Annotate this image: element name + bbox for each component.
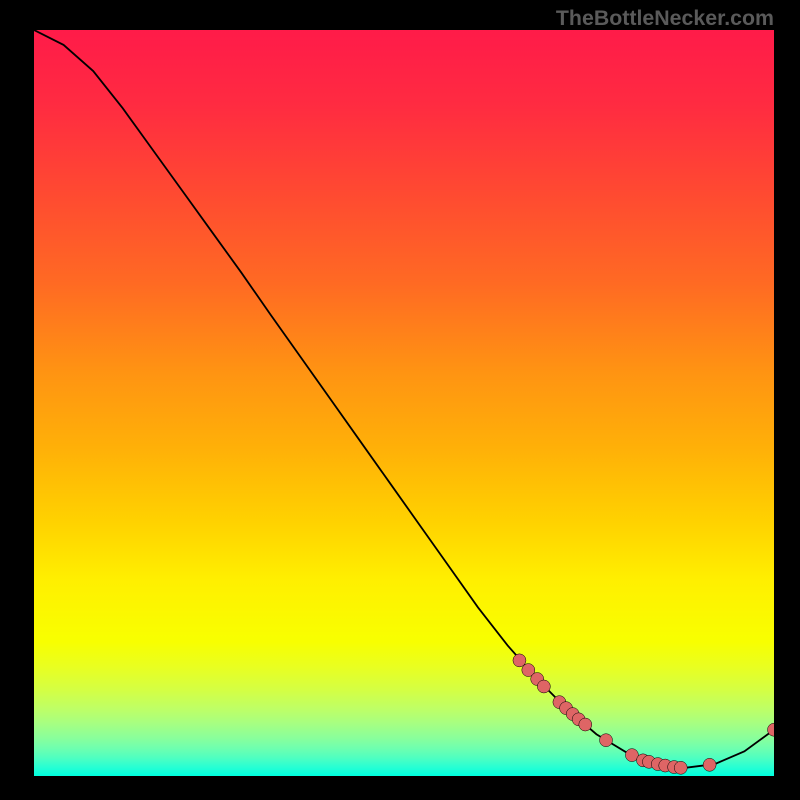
curve-marker bbox=[703, 758, 716, 771]
plot-area bbox=[34, 30, 774, 776]
curve-marker bbox=[674, 761, 687, 774]
curve-marker bbox=[537, 680, 550, 693]
curve-marker bbox=[579, 718, 592, 731]
watermark-text: TheBottleNecker.com bbox=[556, 6, 774, 31]
chart-svg bbox=[34, 30, 774, 776]
curve-marker bbox=[600, 734, 613, 747]
gradient-background bbox=[34, 30, 774, 776]
chart-canvas: TheBottleNecker.com bbox=[0, 0, 800, 800]
